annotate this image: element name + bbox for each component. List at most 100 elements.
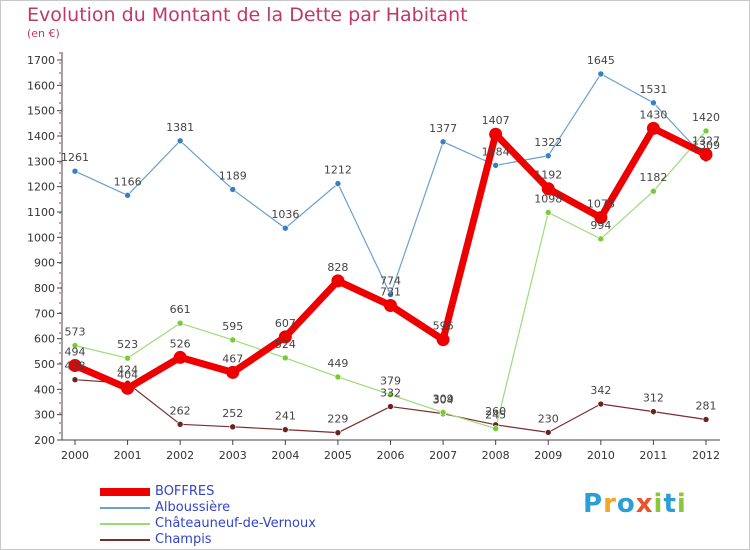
data-label: 245 <box>485 409 506 422</box>
x-tick-label: 2007 <box>429 449 457 462</box>
data-label: 573 <box>65 326 86 339</box>
data-point <box>544 429 552 436</box>
y-tick-label: 1400 <box>27 130 55 143</box>
data-label: 230 <box>538 412 559 425</box>
data-point <box>278 330 292 344</box>
data-point <box>124 354 131 362</box>
y-tick-label: 500 <box>34 358 55 371</box>
data-point <box>334 180 342 187</box>
y-tick-label: 1600 <box>27 79 55 92</box>
legend-swatch <box>100 488 150 496</box>
unit-label: (en €) <box>27 27 60 40</box>
data-label: 241 <box>275 410 296 423</box>
data-point <box>384 298 397 312</box>
data-point <box>176 137 184 145</box>
data-label: 309 <box>433 392 454 405</box>
data-point <box>68 359 82 373</box>
data-label: 1036 <box>271 208 299 221</box>
data-point <box>176 420 184 428</box>
data-point <box>124 191 131 199</box>
legend-label: BOFFRES <box>155 484 215 499</box>
chart-title: Evolution du Montant de la Dette par Hab… <box>27 4 468 26</box>
data-label: 523 <box>117 338 138 351</box>
data-point <box>229 336 237 344</box>
data-point <box>229 186 237 193</box>
data-label: 1284 <box>482 145 510 158</box>
data-point <box>387 291 394 298</box>
data-point <box>597 235 605 243</box>
data-point <box>229 423 237 431</box>
x-tick-label: 2003 <box>219 449 247 462</box>
data-label: 1309 <box>692 139 720 152</box>
data-point <box>71 376 79 384</box>
data-point <box>492 162 499 169</box>
logo-letter: P <box>583 489 604 519</box>
data-point <box>541 182 555 196</box>
x-tick-label: 2005 <box>324 449 352 462</box>
x-tick-label: 2008 <box>482 449 510 462</box>
data-point <box>594 211 608 225</box>
data-label: 438 <box>65 360 86 373</box>
data-label: 1166 <box>114 175 142 188</box>
y-tick-label: 1200 <box>27 181 55 194</box>
data-point <box>71 342 79 349</box>
legend-swatch <box>100 523 150 525</box>
logo-letter: o <box>616 489 636 519</box>
data-label: 252 <box>222 407 243 420</box>
x-tick-label: 2004 <box>271 449 299 462</box>
y-tick-label: 300 <box>34 409 55 422</box>
data-label: 1192 <box>534 169 562 182</box>
data-point <box>439 409 447 416</box>
data-point <box>702 416 710 423</box>
data-point <box>544 209 552 216</box>
data-label: 1212 <box>324 164 352 177</box>
data-point <box>176 319 184 327</box>
y-tick-label: 400 <box>34 383 55 396</box>
data-label: 731 <box>380 285 401 298</box>
data-label: 1407 <box>482 114 510 127</box>
y-tick-label: 1700 <box>27 54 55 67</box>
data-point <box>699 147 713 161</box>
data-point <box>334 373 342 381</box>
data-label: 828 <box>327 261 348 274</box>
legend-swatch <box>100 507 150 509</box>
data-point <box>282 224 289 232</box>
logo-letter: r <box>603 489 617 519</box>
y-tick-label: 1500 <box>27 105 55 118</box>
data-label: 494 <box>65 346 86 359</box>
data-point <box>650 99 657 107</box>
legend-label: Alboussière <box>155 500 231 515</box>
data-label: 404 <box>117 368 138 381</box>
legend-label: Champis <box>155 532 212 547</box>
series-markers <box>68 70 713 436</box>
data-point <box>646 121 660 135</box>
series-line <box>74 73 707 296</box>
data-point <box>121 381 135 395</box>
data-point <box>173 350 187 364</box>
data-point <box>71 167 79 175</box>
y-tick-label: 200 <box>34 434 55 447</box>
data-label: 262 <box>170 404 191 417</box>
x-tick-label: 2011 <box>639 449 667 462</box>
data-label: 1098 <box>534 193 562 206</box>
x-tick-label: 2012 <box>692 449 720 462</box>
x-tick-label: 2001 <box>114 449 142 462</box>
data-label: 774 <box>380 275 401 288</box>
data-label: 1322 <box>534 136 562 149</box>
data-point <box>489 127 503 141</box>
data-label: 607 <box>275 317 296 330</box>
data-point <box>331 274 345 288</box>
logo-letter: t <box>663 489 677 519</box>
x-tick-label: 2002 <box>166 449 194 462</box>
data-label: 1377 <box>429 122 457 135</box>
data-point <box>282 354 289 362</box>
data-label: 1645 <box>587 54 615 67</box>
data-label: 281 <box>696 399 717 412</box>
data-label: 1531 <box>639 83 667 96</box>
axes: 200 300 400 500 600 700 800 900 1000 1100 1200 1300… <box>27 52 720 462</box>
x-tick-label: 2010 <box>587 449 615 462</box>
y-tick-label: 1300 <box>27 155 55 168</box>
legend-label: Châteauneuf-de-Vernoux <box>155 516 316 531</box>
